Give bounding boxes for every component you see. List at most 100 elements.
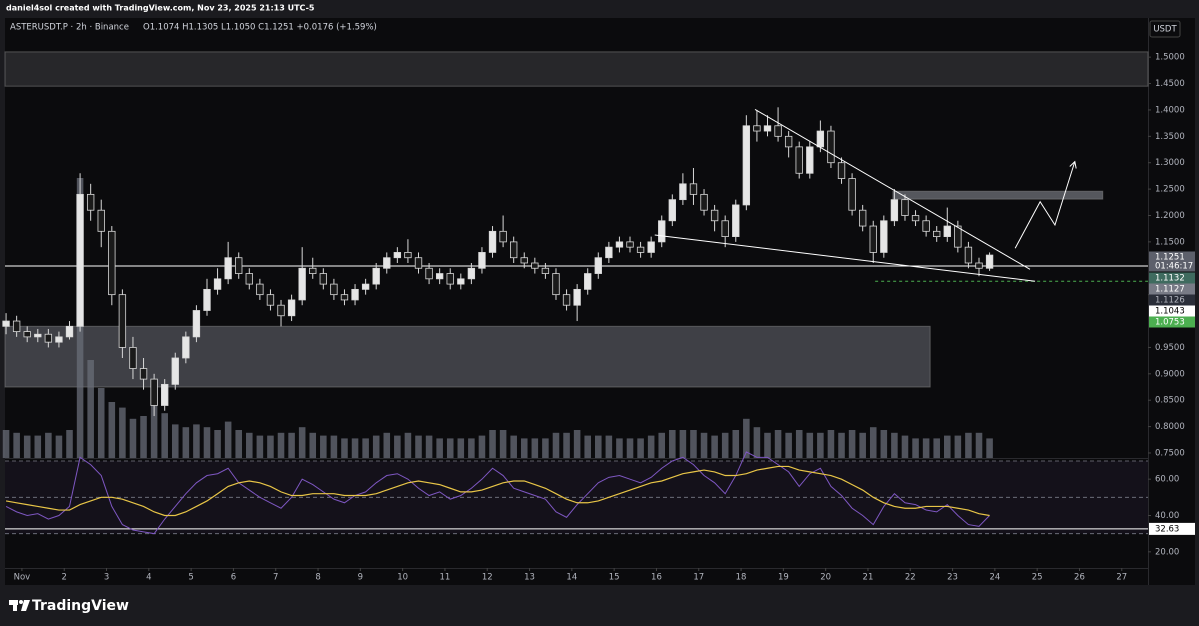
volume-bar — [806, 432, 814, 458]
volume-bar — [764, 432, 771, 458]
candle-body — [774, 125, 782, 137]
volume-bar — [510, 435, 517, 458]
candle-body — [23, 331, 31, 338]
candle-body — [679, 183, 687, 201]
price-label-box — [1149, 305, 1195, 317]
volume-bar — [320, 435, 327, 458]
y-tick-label: 1.2000 — [1155, 211, 1185, 221]
volume-bar — [23, 435, 31, 458]
candle-body — [933, 230, 941, 238]
price-label: 1.1127 — [1155, 285, 1185, 295]
x-tick-label: 22 — [905, 573, 916, 583]
price-label-box — [1149, 272, 1195, 284]
candle-body — [520, 257, 528, 264]
x-tick-label: 24 — [989, 573, 1000, 583]
candle-body — [76, 193, 84, 327]
volume-bar — [573, 430, 581, 458]
candle-body — [467, 267, 476, 280]
rsi-tick-label: 20.00 — [1155, 547, 1179, 557]
volume-bar — [457, 438, 465, 458]
candle-body — [562, 294, 571, 306]
volume-bar — [351, 438, 359, 458]
x-tick-label: 26 — [1074, 573, 1085, 583]
x-tick-label: 8 — [315, 573, 320, 583]
volume-bar — [669, 430, 676, 458]
candle-body — [827, 130, 835, 164]
volume-bar — [563, 432, 570, 458]
candle-body — [573, 288, 581, 306]
volume-bar — [224, 421, 232, 458]
candle-body — [118, 294, 127, 348]
volume-bar — [372, 435, 380, 458]
candle-body — [594, 257, 602, 274]
volume-bar — [298, 427, 306, 458]
candle-body — [488, 230, 497, 253]
volume-bar — [711, 435, 718, 458]
currency-box[interactable] — [1149, 20, 1181, 38]
volume-bar — [161, 413, 168, 458]
candle-body — [224, 257, 232, 280]
volume-bar — [129, 418, 137, 458]
candle-body — [880, 220, 888, 253]
y-tick-label: 1.4000 — [1155, 105, 1185, 115]
x-tick-label: 25 — [1032, 573, 1043, 583]
x-tick-label: 12 — [482, 573, 493, 583]
logo-mark — [21, 600, 30, 611]
y-tick-label: 0.8500 — [1155, 396, 1185, 406]
candle-body — [732, 204, 740, 238]
candle-body — [55, 336, 63, 343]
projection — [1014, 161, 1076, 249]
volume-bar — [499, 430, 507, 458]
x-tick-label: 20 — [820, 573, 831, 583]
volume-bar — [436, 438, 443, 458]
candle-body — [689, 183, 698, 195]
candle-body — [182, 336, 190, 359]
volume-bar — [595, 435, 602, 458]
candle-body — [721, 220, 729, 238]
volume-bar — [309, 432, 317, 458]
candle-body — [848, 178, 856, 211]
candle-body — [213, 278, 222, 290]
volume-bar — [362, 438, 369, 458]
price-label: 1.1132 — [1155, 274, 1185, 284]
volume-bar — [193, 424, 200, 458]
volume-bar — [256, 435, 264, 458]
price-label-box — [1149, 316, 1195, 328]
candle-body — [446, 273, 454, 285]
candle-body — [636, 246, 645, 253]
volume-bar — [690, 430, 697, 458]
candle-body — [499, 230, 507, 243]
volume-bar — [87, 360, 94, 458]
volume-bar — [446, 438, 454, 458]
volume-bar — [45, 432, 52, 458]
volume-bar — [235, 430, 242, 458]
x-tick-label: Nov — [14, 573, 31, 583]
candle-body — [65, 325, 74, 338]
x-tick-label: 16 — [651, 573, 662, 583]
candle-body — [710, 209, 719, 222]
volume-bar — [13, 432, 20, 458]
candle-body — [742, 125, 751, 206]
candle-body — [605, 246, 613, 259]
candle-body — [668, 199, 676, 222]
candle-body — [911, 215, 920, 222]
candle-body — [287, 299, 296, 317]
candle-body — [858, 209, 867, 227]
volume-bar — [901, 435, 909, 458]
volume-bar — [425, 435, 433, 458]
candle-body — [139, 368, 148, 380]
volume-bar — [933, 438, 940, 458]
volume-bar — [330, 435, 338, 458]
y-tick-label: 1.3500 — [1155, 132, 1185, 142]
candle-body — [658, 220, 666, 243]
rsi-hline-box — [1149, 522, 1195, 535]
x-tick-label: 7 — [273, 573, 278, 583]
x-tick-label: 17 — [693, 573, 704, 583]
candle-body — [806, 146, 814, 174]
x-tick-label: 21 — [863, 573, 874, 583]
candle-body — [795, 146, 803, 174]
volume-bar — [489, 430, 496, 458]
trendline — [654, 234, 1036, 282]
volume-bar — [150, 396, 158, 458]
logo-mark — [13, 600, 17, 611]
